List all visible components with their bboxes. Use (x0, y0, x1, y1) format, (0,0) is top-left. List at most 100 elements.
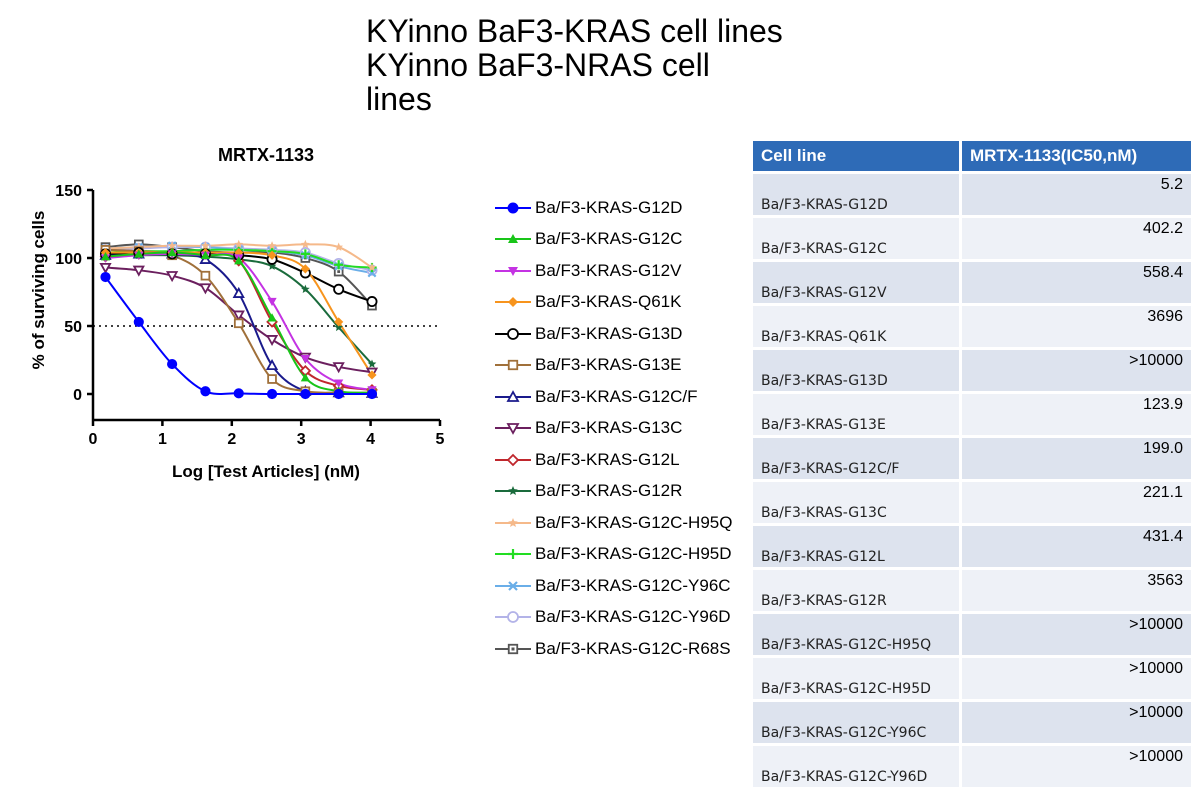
legend-marker (508, 297, 518, 308)
cell-line-name: Ba/F3-KRAS-G13C (753, 482, 959, 523)
data-point (300, 373, 310, 382)
legend-swatch (495, 202, 531, 214)
cell-line-name: Ba/F3-KRAS-G12L (753, 526, 959, 567)
legend-label: Ba/F3-KRAS-G12C (535, 229, 683, 249)
legend-label: Ba/F3-KRAS-G12V (535, 260, 682, 280)
legend-marker (507, 360, 519, 371)
legend-swatch (495, 580, 531, 591)
data-point (199, 283, 212, 295)
legend-item: Ba/F3-KRAS-G12C-H95D (493, 539, 732, 571)
legend-item: Ba/F3-KRAS-G12L (493, 444, 732, 476)
ic50-value: 402.2 (959, 218, 1191, 259)
cell-line-name: Ba/F3-KRAS-G12C-Y96C (753, 702, 959, 743)
ic50-table: Cell line MRTX-1133(IC50,nM) Ba/F3-KRAS-… (753, 138, 1191, 790)
data-point (265, 358, 279, 371)
ic50-value: >10000 (959, 746, 1191, 787)
slide-title-line-2: KYinno BaF3-NRAS cell (366, 47, 710, 83)
legend-item: Ba/F3-KRAS-G13E (493, 350, 732, 382)
legend-item: Ba/F3-KRAS-Q61K (493, 287, 732, 319)
cell-line-name: Ba/F3-KRAS-G12D (753, 174, 959, 215)
legend-marker (507, 202, 519, 214)
legend-label: Ba/F3-KRAS-G12R (535, 481, 683, 501)
data-point (300, 239, 310, 249)
legend-swatch (495, 327, 531, 340)
legend-item: Ba/F3-KRAS-G12D (493, 192, 732, 224)
data-point (267, 313, 277, 322)
data-point (266, 388, 278, 400)
table-row: Ba/F3-KRAS-G13E 123.9 (753, 394, 1191, 435)
data-point (167, 358, 178, 370)
legend-swatch (495, 453, 531, 467)
data-point (165, 271, 179, 283)
table-row: Ba/F3-KRAS-G12C-Y96D >10000 (753, 746, 1191, 787)
column-header-ic50: MRTX-1133(IC50,nM) (959, 141, 1191, 171)
legend-label: Ba/F3-KRAS-G13D (535, 323, 683, 343)
x-tick-label: 4 (366, 431, 375, 448)
legend-marker (508, 549, 518, 560)
ic50-value: >10000 (959, 614, 1191, 655)
data-point (300, 388, 311, 400)
data-point (134, 249, 144, 258)
legend-marker (506, 423, 520, 436)
legend-item: Ba/F3-KRAS-G12V (493, 255, 732, 287)
legend-label: Ba/F3-KRAS-G12C-H95D (535, 544, 732, 564)
y-tick-label: 150 (55, 183, 82, 200)
cell-line-name: Ba/F3-KRAS-G12C-H95Q (753, 614, 959, 655)
legend-marker (508, 580, 518, 591)
legend-swatch (495, 643, 531, 654)
data-point (100, 252, 111, 261)
legend-swatch (495, 266, 531, 276)
y-tick-label: 0 (73, 387, 82, 404)
chart-legend: Ba/F3-KRAS-G12D Ba/F3-KRAS-G12C Ba/F3-KRAS… (493, 192, 732, 665)
legend-item: Ba/F3-KRAS-G12C (493, 224, 732, 256)
legend-marker (506, 389, 520, 402)
data-point (200, 270, 211, 281)
table-row: Ba/F3-KRAS-G13D >10000 (753, 350, 1191, 391)
cell-line-name: Ba/F3-KRAS-G12C (753, 218, 959, 259)
data-point (366, 296, 378, 308)
data-point (334, 260, 344, 270)
legend-item: Ba/F3-KRAS-G12C-R68S (493, 633, 732, 665)
legend-swatch (495, 423, 531, 436)
ic50-value: 431.4 (959, 526, 1191, 567)
x-tick-label: 0 (89, 431, 98, 448)
cell-line-name: Ba/F3-KRAS-G13D (753, 350, 959, 391)
x-tick-label: 3 (297, 431, 306, 448)
data-point (334, 322, 344, 332)
slide-title-line-1: KYinno BaF3-KRAS cell lines (366, 13, 783, 49)
ic50-value: >10000 (959, 702, 1191, 743)
data-point (167, 241, 177, 250)
legend-item: Ba/F3-KRAS-G13C (493, 413, 732, 445)
legend-label: Ba/F3-KRAS-Q61K (535, 292, 682, 312)
cell-line-name: Ba/F3-KRAS-G12C-Y96D (753, 746, 959, 787)
cell-line-name: Ba/F3-KRAS-G12V (753, 262, 959, 303)
table-row: Ba/F3-KRAS-G13C 221.1 (753, 482, 1191, 523)
ic50-value: 558.4 (959, 262, 1191, 303)
data-point (233, 318, 244, 329)
legend-item: Ba/F3-KRAS-G12C-H95Q (493, 507, 732, 539)
data-point (300, 249, 310, 259)
table-row: Ba/F3-KRAS-Q61K 3696 (753, 306, 1191, 347)
legend-label: Ba/F3-KRAS-G12C-R68S (535, 638, 731, 658)
data-point (367, 370, 377, 380)
table-row: Ba/F3-KRAS-G12C-Y96C >10000 (753, 702, 1191, 743)
dose-response-chart: MRTX-1133 % of surviving cells Log [Test… (29, 145, 445, 481)
slide-title: KYinno BaF3-KRAS cell lines KYinno BaF3-… (366, 14, 783, 116)
data-point (300, 354, 310, 364)
data-point (332, 362, 345, 374)
cell-line-name: Ba/F3-KRAS-G13E (753, 394, 959, 435)
ic50-value: 3563 (959, 570, 1191, 611)
data-point (366, 388, 378, 400)
column-header-cell-line: Cell line (753, 141, 959, 171)
data-point (265, 335, 279, 347)
legend-item: Ba/F3-KRAS-G12C/F (493, 381, 732, 413)
legend-label: Ba/F3-KRAS-G13C (535, 418, 683, 438)
table-row: Ba/F3-KRAS-G12C-H95D >10000 (753, 658, 1191, 699)
cell-line-name: Ba/F3-KRAS-G12C-H95D (753, 658, 959, 699)
legend-item: Ba/F3-KRAS-G12C-Y96C (493, 570, 732, 602)
data-point (99, 262, 112, 274)
data-point (167, 247, 177, 257)
data-point (201, 241, 210, 250)
legend-marker (507, 611, 519, 624)
cell-line-name: Ba/F3-KRAS-Q61K (753, 306, 959, 347)
